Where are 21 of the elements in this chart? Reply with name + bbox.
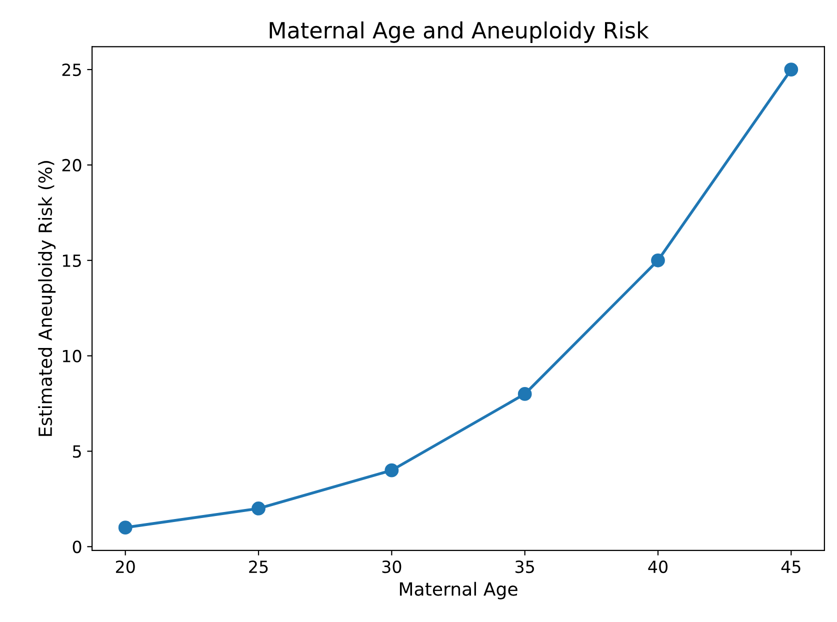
y-tick-label: 10 xyxy=(62,350,82,362)
x-tick-label: 40 xyxy=(648,560,668,574)
x-axis-title: Maternal Age xyxy=(400,582,518,600)
y-tick-label: 25 xyxy=(62,64,81,76)
x-tick-label: 45 xyxy=(781,560,800,574)
y-tick-label: 0 xyxy=(72,540,82,554)
y-tick-label: 20 xyxy=(62,158,82,172)
y-axis-title: Estimated Aneuploidy Risk (%) xyxy=(38,161,56,436)
point xyxy=(518,387,532,401)
chart-title: Maternal Age and Aneuploidy Risk xyxy=(270,21,649,43)
x-tick-label: 35 xyxy=(516,560,534,574)
point xyxy=(252,502,266,516)
point xyxy=(784,62,798,76)
point xyxy=(384,463,399,478)
x-tick-label: 30 xyxy=(382,560,402,574)
y-tick-label: 5 xyxy=(73,445,81,458)
x-tick-label: 20 xyxy=(116,560,135,574)
point xyxy=(118,520,132,535)
point xyxy=(651,253,665,268)
x-tick-label: 25 xyxy=(249,560,268,574)
y-tick-label: 15 xyxy=(62,254,81,267)
